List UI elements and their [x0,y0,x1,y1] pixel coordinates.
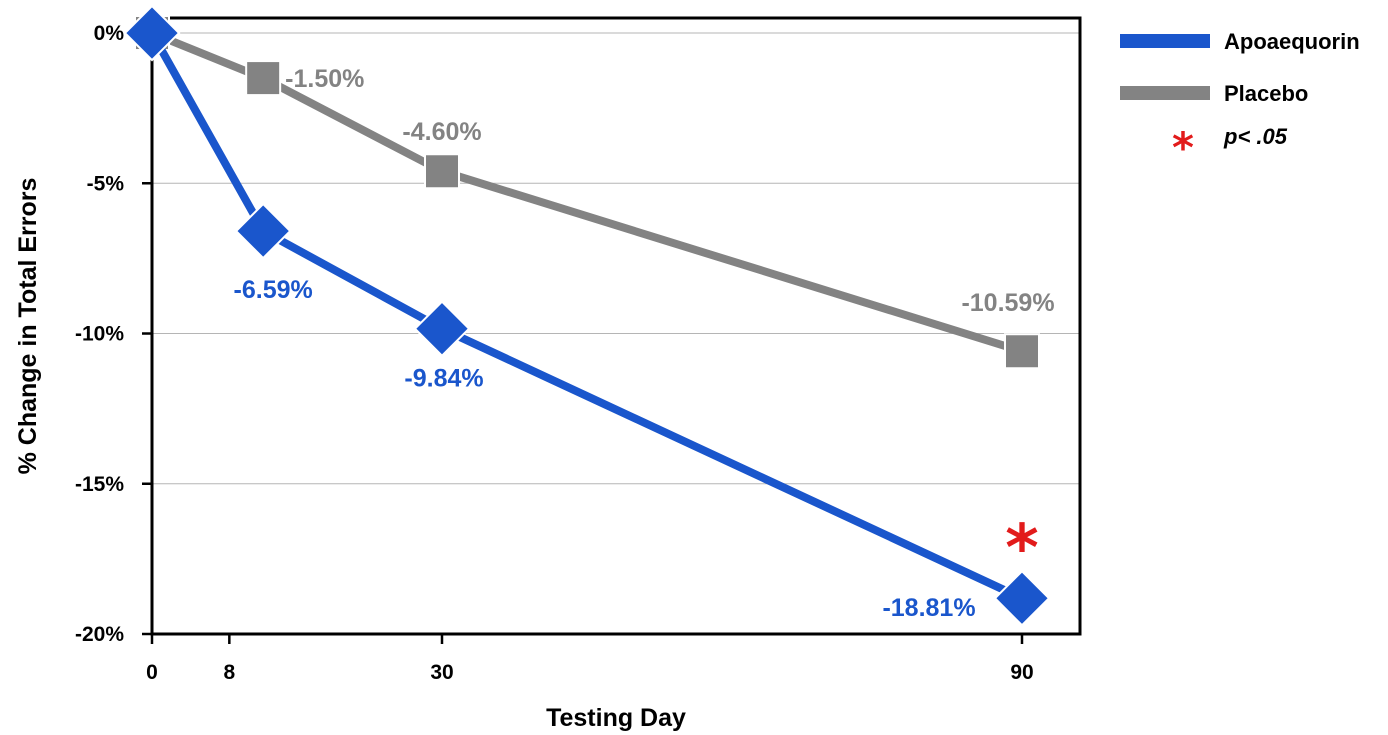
data-point-apoaequorin [123,4,181,62]
y-tick-label: 0% [94,22,125,45]
legend-label-apoaequorin: Apoaequorin [1224,29,1360,54]
data-label-apoaequorin: -18.81% [882,594,975,622]
y-axis-title: % Change in Total Errors [14,178,42,475]
y-tick-label: -5% [87,172,125,195]
data-point-placebo [424,153,460,190]
data-point-placebo [1004,333,1040,370]
data-point-placebo [245,60,282,97]
y-tick-label: -15% [75,473,124,496]
data-point-apoaequorin [413,300,471,358]
data-point-apoaequorin [234,202,292,260]
data-labels: -1.50% -4.60% -10.59% -6.59% -9.84% -18.81% [234,65,1055,622]
series-line-apoaequorin [148,31,1024,602]
plot-area-border [150,16,1082,636]
data-label-apoaequorin: -9.84% [404,365,483,393]
data-label-apoaequorin: -6.59% [234,276,313,304]
annotations: * [1005,512,1038,586]
y-tick-label: -10% [75,323,124,346]
x-tick-label: 30 [430,661,453,684]
y-tick-label: -20% [75,623,124,646]
data-label-placebo: -4.60% [402,118,481,146]
x-tick-label: 8 [223,661,235,684]
legend-label-placebo: Placebo [1224,81,1308,106]
x-tick-label: 90 [1010,661,1033,684]
x-tick-label: 0 [146,661,158,684]
legend-significance-asterisk-icon: * [1172,123,1194,172]
gridlines [152,32,1080,485]
data-point-apoaequorin [993,569,1051,627]
legend-swatch-apoaequorin [1120,34,1210,48]
significance-asterisk-icon: * [1005,512,1038,586]
series-line-placebo [150,29,1024,356]
legend-swatch-placebo [1120,86,1210,100]
series [123,4,1051,627]
data-label-placebo: -10.59% [961,289,1054,317]
legend: Apoaequorin Placebo * p< .05 [1120,29,1360,172]
legend-label-significance: p< .05 [1223,124,1288,149]
x-axis-title: Testing Day [546,704,686,732]
data-label-placebo: -1.50% [285,65,364,93]
axes: 0% -5% -10% -15% -20% 0 8 30 90 [75,22,1034,684]
